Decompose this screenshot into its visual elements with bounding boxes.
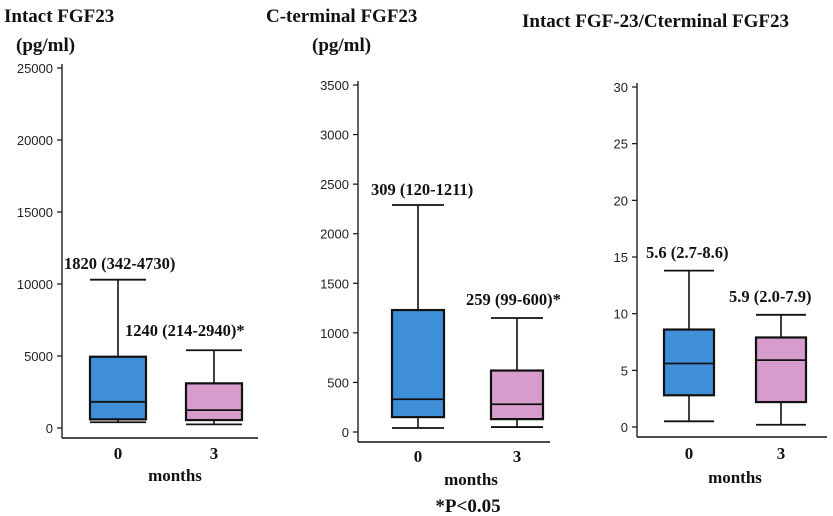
y-tick-label: 25 [614, 137, 628, 152]
y-tick-label: 1000 [320, 326, 349, 341]
box-annotation: 5.6 (2.7-8.6) [646, 243, 728, 262]
y-tick-label: 500 [327, 375, 349, 390]
y-tick-label: 0 [342, 425, 349, 440]
y-tick-label: 3500 [320, 78, 349, 93]
box-iqr [489, 369, 545, 421]
y-tick-label: 20 [614, 193, 628, 208]
chart-title: (pg/ml) [16, 35, 75, 56]
y-tick-label: 10000 [17, 277, 53, 292]
y-tick-label: 25000 [17, 61, 53, 76]
y-tick-label: 2000 [320, 227, 349, 242]
x-tick-label: 0 [114, 444, 123, 463]
y-tick-label: 0 [46, 421, 53, 436]
x-tick-label: 3 [210, 444, 219, 463]
x-axis-label: months [708, 468, 762, 487]
chart-panel-1: Intact FGF23 (pg/ml) 0 5000 10000 15000 20000 2… [4, 6, 258, 485]
box-annotation: 5.9 (2.0-7.9) [729, 287, 811, 306]
box-annotation: 309 (120-1211) [371, 180, 473, 199]
chart-title: C-terminal FGF23 [266, 6, 417, 27]
y-tick-label: 20000 [17, 133, 53, 148]
chart-title: Intact FGF-23/Cterminal FGF23 [522, 11, 789, 32]
y-tick-label: 5000 [24, 349, 53, 364]
box-iqr [184, 382, 244, 422]
x-axis-label: months [444, 470, 498, 489]
y-tick-label: 15000 [17, 205, 53, 220]
box-annotation: 1240 (214-2940)* [125, 321, 245, 340]
x-axis-label: months [148, 466, 202, 485]
x-tick-label: 0 [685, 444, 694, 463]
x-tick-label: 3 [513, 447, 522, 466]
y-tick-label: 0 [621, 420, 628, 435]
y-tick-label: 15 [614, 250, 628, 265]
box-iqr [662, 328, 716, 397]
x-tick-label: 3 [777, 444, 786, 463]
chart-panel-3: Intact FGF-23/Cterminal FGF23 0 5 10 15 20 25 3… [522, 11, 827, 487]
y-tick-label: 2500 [320, 177, 349, 192]
y-tick-label: 3000 [320, 128, 349, 143]
chart-panel-2: C-terminal FGF23 (pg/ml) 0 500 1000 1500 2000 2… [266, 6, 561, 489]
chart-title: Intact FGF23 [4, 6, 114, 27]
x-tick-label: 0 [414, 447, 423, 466]
box-annotation: 259 (99-600)* [466, 290, 561, 309]
y-tick-label: 1500 [320, 276, 349, 291]
footnote-significance: *P<0.05 [435, 496, 500, 516]
y-tick-label: 10 [614, 307, 628, 322]
box-iqr [390, 308, 446, 419]
y-tick-label: 30 [614, 80, 628, 95]
y-tick-label: 5 [621, 363, 628, 378]
box-iqr [88, 355, 148, 421]
box-iqr [754, 336, 808, 404]
box-annotation: 1820 (342-4730) [64, 254, 175, 273]
chart-title: (pg/ml) [312, 35, 371, 56]
